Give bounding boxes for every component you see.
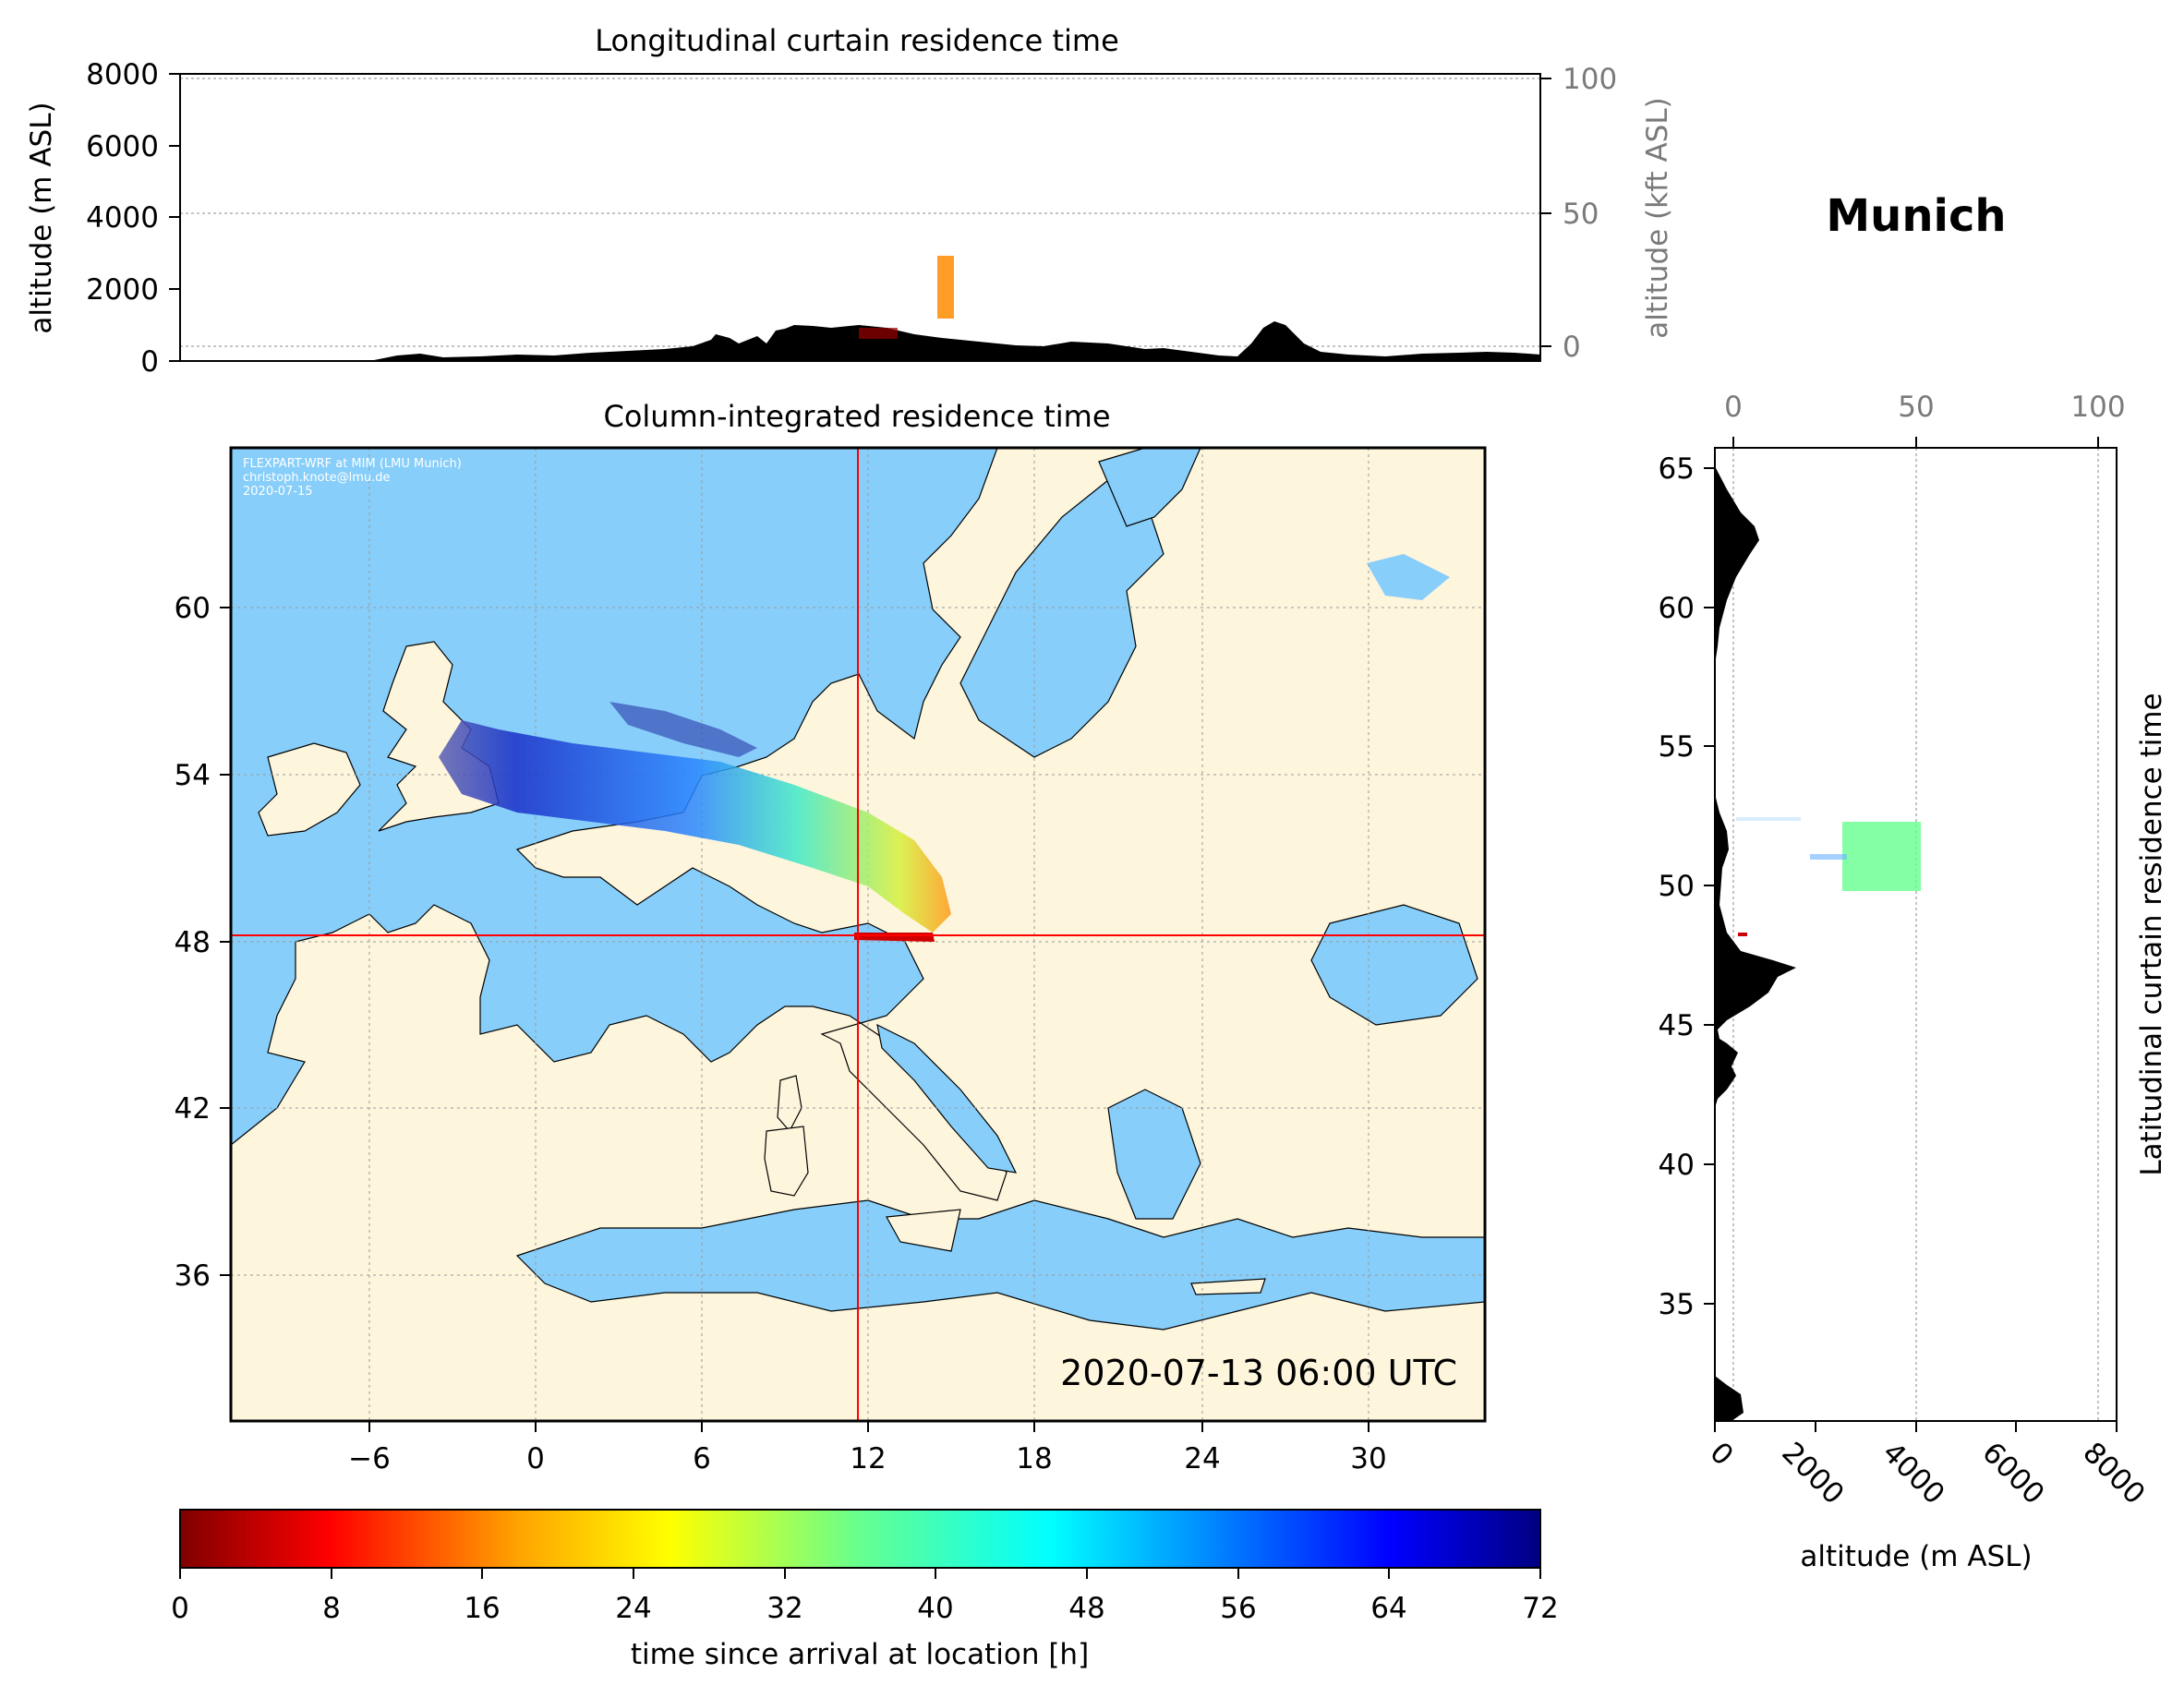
top-panel-title: Longitudinal curtain residence time (595, 23, 1119, 58)
land-sicily (886, 1209, 961, 1252)
colorbar-tick: 24 (615, 1592, 651, 1625)
top-panel-frame (179, 73, 1541, 362)
side-xtick-bottom: 0 (1703, 1436, 1739, 1472)
top-residence-blob-red (859, 328, 898, 339)
colorbar-ticks: 0 8 16 24 32 40 48 56 64 72 (171, 1568, 1559, 1625)
land-corsica (777, 1075, 802, 1133)
lake-vanern (887, 626, 923, 646)
side-ytick: 40 (1659, 1149, 1695, 1182)
map-timestamp: 2020-07-13 06:00 UTC (1060, 1353, 1457, 1393)
side-xtick-top: 50 (1898, 391, 1934, 424)
map-ytick: 36 (175, 1259, 211, 1293)
map-ytick: 48 (175, 926, 211, 959)
plume-northern-streak (609, 702, 757, 757)
map-credit-line1: FLEXPART-WRF at MIM (LMU Munich) (243, 457, 462, 471)
map-xtick: 0 (526, 1442, 545, 1475)
side-ytick: 60 (1659, 592, 1695, 625)
side-ytick: 35 (1659, 1288, 1695, 1321)
colorbar-tick: 8 (322, 1592, 341, 1625)
lake-ladoga (1367, 554, 1450, 600)
colorbar-tick: 16 (464, 1592, 500, 1625)
side-panel: 35 40 45 50 55 60 65 0 50 100 0 2000 400… (1659, 391, 2168, 1573)
side-residence-blob-blue (1810, 854, 1847, 860)
top-ytick-right: 0 (1563, 331, 1581, 364)
colorbar-gradient (179, 1509, 1541, 1569)
top-ylabel-right: altitude (kft ASL) (1641, 97, 1674, 338)
top-ytick-right: 100 (1563, 63, 1617, 96)
side-yticks: 35 40 45 50 55 60 65 (1659, 452, 1715, 1321)
map-yticks: 36 42 48 54 60 (175, 592, 231, 1293)
land-sardinia (764, 1126, 809, 1197)
sea-baltic (959, 479, 1164, 758)
top-ytick: 4000 (86, 201, 159, 235)
side-ytick: 55 (1659, 730, 1695, 764)
top-terrain-profile (180, 321, 1540, 361)
top-ytick: 8000 (86, 58, 159, 91)
land-crete (1190, 1278, 1266, 1295)
top-ytick: 0 (140, 345, 159, 379)
map-xtick: 12 (850, 1442, 886, 1475)
sea-adriatic (876, 1023, 1018, 1174)
side-xtick-bottom: 6000 (1975, 1436, 2050, 1511)
plume-main (439, 720, 951, 933)
sea-aegean (1107, 1089, 1201, 1220)
side-xtick-bottom: 4000 (1876, 1436, 1950, 1511)
map-frame (229, 446, 1487, 1423)
colorbar: 0 8 16 24 32 40 48 56 64 72 time since a… (171, 1509, 1559, 1671)
colorbar-tick: 32 (766, 1592, 802, 1625)
side-xtick-top: 0 (1724, 391, 1743, 424)
sea-mediterranean (515, 1199, 1485, 1331)
map-xtick: 6 (693, 1442, 711, 1475)
side-residence-blob-light (1736, 817, 1801, 821)
map-xticks: −6 0 6 12 18 24 30 (348, 1421, 1387, 1475)
top-ytick: 6000 (86, 130, 159, 163)
side-ytick: 45 (1659, 1009, 1695, 1042)
location-title: Munich (1826, 190, 2006, 242)
colorbar-tick: 48 (1068, 1592, 1104, 1625)
side-ylabel: Latitudinal curtain residence time (2135, 692, 2168, 1175)
colorbar-tick: 72 (1522, 1592, 1558, 1625)
map-ytick: 60 (175, 592, 211, 625)
side-xticks-top: 0 50 100 (1724, 391, 2126, 448)
top-ylabel-left: altitude (m ASL) (25, 102, 58, 333)
side-xticks-bottom: 0 2000 4000 6000 8000 (1703, 1421, 2152, 1511)
side-residence-blob-green (1842, 822, 1921, 891)
side-xtick-bottom: 8000 (2076, 1436, 2151, 1511)
top-ytick: 2000 (86, 273, 159, 307)
top-residence-blob-orange (937, 256, 954, 319)
map-xtick: 24 (1184, 1442, 1220, 1475)
colorbar-tick: 40 (917, 1592, 953, 1625)
side-xtick-bottom: 2000 (1775, 1436, 1850, 1511)
map-ytick: 42 (175, 1092, 211, 1126)
map-xtick: 30 (1350, 1442, 1386, 1475)
top-panel: Longitudinal curtain residence time 0 20… (25, 23, 1674, 379)
top-left-ticks: 0 2000 4000 6000 8000 (86, 58, 180, 379)
top-right-ticks: 0 50 100 (1540, 63, 1617, 364)
islands (764, 1075, 1266, 1295)
side-ytick: 50 (1659, 870, 1695, 903)
colorbar-tick: 0 (171, 1592, 189, 1625)
side-ytick: 65 (1659, 452, 1695, 486)
colorbar-tick: 56 (1220, 1592, 1256, 1625)
side-terrain-profile (1715, 448, 1796, 1421)
side-xlabel: altitude (m ASL) (1800, 1540, 2032, 1573)
map-xtick: 18 (1016, 1442, 1052, 1475)
side-xtick-top: 100 (2070, 391, 2125, 424)
map-ytick: 54 (175, 759, 211, 792)
map-panel-title: Column-integrated residence time (603, 399, 1110, 434)
colorbar-label: time since arrival at location [h] (631, 1638, 1089, 1671)
sea-gulf-of-bothnia (1098, 448, 1201, 527)
map-panel: Column-integrated residence time (175, 399, 1487, 1475)
map-credit-line3: 2020-07-15 (243, 485, 313, 499)
land-ireland (258, 742, 361, 837)
side-residence-blob-red (1738, 933, 1747, 936)
map-xtick: −6 (348, 1442, 391, 1475)
map-credit-line2: christoph.knote@lmu.de (243, 471, 391, 485)
colorbar-tick: 64 (1370, 1592, 1406, 1625)
top-ytick-right: 50 (1563, 198, 1599, 231)
